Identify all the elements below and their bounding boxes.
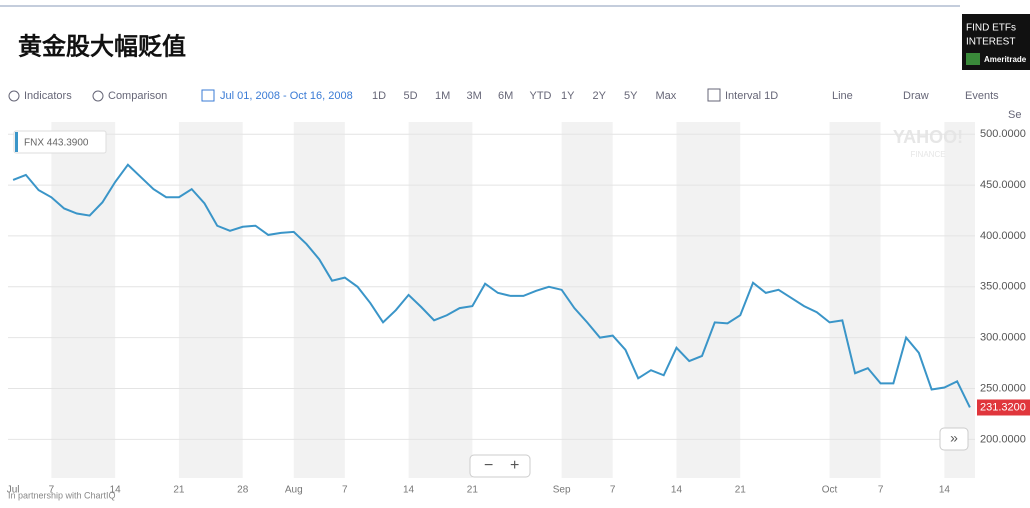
y-tick-label: 350.0000 [980,281,1026,293]
scroll-end[interactable]: » [950,430,958,446]
x-tick-label: 14 [403,485,415,496]
y-tick-label: 400.0000 [980,230,1026,242]
y-tick-label: 300.0000 [980,332,1026,344]
ad-brand: Ameritrade [984,55,1027,64]
week-band [408,122,473,478]
settings[interactable]: Se [1008,109,1021,121]
x-tick-label: Aug [285,485,303,496]
zoom-in[interactable]: + [510,457,519,474]
period-button[interactable]: 2Y [593,90,607,102]
scroll-control [939,427,969,451]
week-band [51,122,116,478]
y-tick-label: 250.0000 [980,382,1026,394]
x-tick-label: 21 [467,485,479,496]
legend-label: FNX 443.3900 [24,138,89,149]
watermark: YAHOO! [893,127,963,147]
x-tick-label: 14 [671,485,683,496]
week-band [676,122,741,478]
legend-box [13,130,107,154]
ad-line: INTEREST [966,37,1015,48]
events[interactable]: Events [965,90,999,102]
x-tick-label: Jul [7,485,20,496]
x-tick-label: 7 [342,485,348,496]
x-tick-label: 7 [878,485,884,496]
indicators[interactable]: Indicators [24,90,72,102]
week-band [178,122,243,478]
ad-line: FIND ETFs [966,23,1016,34]
x-tick-label: Oct [822,485,838,496]
zoom-control [469,454,531,478]
toolbar: Indicators Comparison Jul 01, 2008 - Oct… [8,88,1021,121]
y-tick-label: 200.0000 [980,433,1026,445]
footer: In partnership with ChartIQ [8,490,116,500]
x-tick-label: 21 [173,485,185,496]
period-button[interactable]: YTD [530,90,552,102]
page-title: 黄金股大幅贬值 [18,32,186,60]
watermark: FINANCE [910,150,945,159]
period-button[interactable]: 6M [498,90,513,102]
week-band [829,122,881,478]
icon [707,88,721,102]
icon [8,90,20,102]
last-price-tag [977,399,1030,416]
ad-logo [966,53,980,65]
x-tick-label: 28 [237,485,249,496]
draw[interactable]: Draw [903,90,929,102]
week-band [293,122,345,478]
period-button[interactable]: 1D [372,90,386,102]
interval[interactable]: Interval 1D [725,90,778,102]
date-range[interactable]: Jul 01, 2008 - Oct 16, 2008 [220,90,353,102]
y-tick-label: 450.0000 [980,179,1026,191]
x-tick-label: 14 [110,485,122,496]
icon [92,90,104,102]
zoom-out[interactable]: − [484,457,493,474]
period-button[interactable]: 1M [435,90,450,102]
period-button[interactable]: 5Y [624,90,638,102]
last-price-label: 231.3200 [980,401,1026,413]
x-tick-label: 21 [735,485,747,496]
week-band [561,122,613,478]
period-button[interactable]: 3M [467,90,482,102]
week-band [944,122,975,478]
y-tick-label: 500.0000 [980,128,1026,140]
x-tick-label: 7 [610,485,616,496]
x-tick-label: 7 [49,485,55,496]
comparison[interactable]: Comparison [108,90,167,102]
x-tick-label: 14 [939,485,951,496]
period-button[interactable]: 1Y [561,90,575,102]
period-button[interactable]: 5D [404,90,418,102]
x-tick-label: Sep [553,485,571,496]
price-line [12,163,971,408]
legend-swatch [15,132,18,152]
line-type[interactable]: Line [832,90,853,102]
period-button[interactable]: Max [656,90,677,102]
icon [201,89,215,102]
